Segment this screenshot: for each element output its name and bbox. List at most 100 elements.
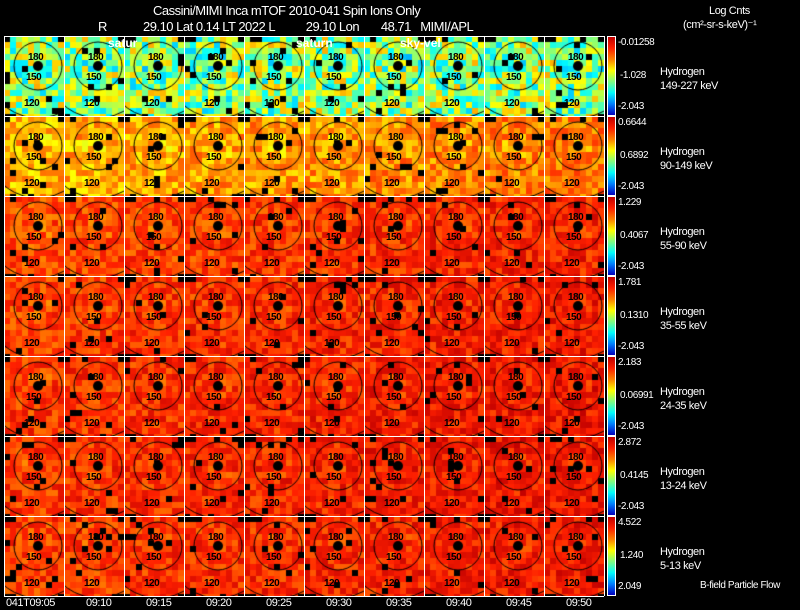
intensity-map — [424, 276, 484, 356]
angle-label-120: 120 — [264, 418, 280, 429]
intensity-map — [304, 356, 364, 436]
angle-label-180: 180 — [328, 132, 344, 143]
image-panel: 180 150 120 — [424, 356, 484, 436]
species-label: Hydrogen — [660, 466, 705, 478]
angle-label-120: 120 — [204, 258, 220, 269]
x-tick-label: 09:25 — [266, 597, 292, 609]
image-panel: 180 150 120 — [424, 116, 484, 196]
angle-label-180: 180 — [208, 212, 224, 223]
angle-label-180: 180 — [28, 532, 44, 543]
angle-label-120: 120 — [324, 498, 340, 509]
angle-label-180: 180 — [148, 212, 164, 223]
x-tick-label: 09:40 — [446, 597, 472, 609]
angle-label-120: 120 — [24, 578, 40, 589]
angle-label-120: 120 — [204, 178, 220, 189]
intensity-map — [424, 36, 484, 116]
image-panel: 180 150 120 — [364, 116, 424, 196]
angle-label-120: 120 — [384, 98, 400, 109]
angle-label-150: 150 — [446, 552, 462, 563]
angle-label-180: 180 — [508, 532, 524, 543]
angle-label-150: 150 — [566, 72, 582, 83]
image-panel: 180 150 120 — [544, 436, 604, 516]
intensity-map — [484, 356, 544, 436]
angle-label-120: 120 — [384, 178, 400, 189]
angle-label-180: 180 — [268, 132, 284, 143]
angle-label-150: 150 — [326, 552, 342, 563]
angle-label-180: 180 — [328, 372, 344, 383]
colorbar-min-label: -2.043 — [618, 421, 644, 432]
angle-label-150: 150 — [26, 472, 42, 483]
intensity-map — [64, 36, 124, 116]
image-panel: 180 150 120 — [184, 356, 244, 436]
angle-label-120: 120 — [24, 178, 40, 189]
intensity-map — [244, 276, 304, 356]
plot-title: Cassini/MIMI Inca mTOF 2010-041 Spin Ion… — [153, 3, 421, 18]
angle-label-180: 180 — [88, 212, 104, 223]
angle-label-120: 120 — [504, 178, 520, 189]
angle-label-150: 150 — [86, 312, 102, 323]
intensity-map — [544, 196, 604, 276]
angle-label-180: 180 — [268, 532, 284, 543]
intensity-map — [544, 276, 604, 356]
intensity-map — [184, 36, 244, 116]
intensity-map — [124, 36, 184, 116]
energy-label: 35-55 keV — [660, 320, 707, 332]
angle-label-120: 120 — [24, 498, 40, 509]
image-panel: 180 150 120 — [184, 516, 244, 596]
image-panel: 180 150 120 — [184, 36, 244, 116]
image-panel: 180 150 120 — [424, 436, 484, 516]
angle-label-150: 150 — [86, 552, 102, 563]
image-panel: 180 150 120 — [484, 36, 544, 116]
intensity-map — [544, 436, 604, 516]
angle-label-180: 180 — [388, 132, 404, 143]
angle-label-180: 180 — [388, 52, 404, 63]
image-panel: 180 150 120 — [244, 36, 304, 116]
image-panel: 180 150 120 — [64, 276, 124, 356]
angle-label-150: 150 — [506, 72, 522, 83]
grid-line — [4, 196, 604, 197]
colorbar-mid-label: 0.4145 — [620, 470, 649, 481]
angle-label-150: 150 — [86, 72, 102, 83]
angle-label-120: 120 — [144, 178, 160, 189]
angle-label-180: 180 — [328, 452, 344, 463]
angle-label-180: 180 — [448, 132, 464, 143]
intensity-map — [424, 356, 484, 436]
intensity-map — [244, 116, 304, 196]
angle-label-150: 150 — [326, 472, 342, 483]
intensity-map — [484, 276, 544, 356]
angle-label-150: 150 — [386, 312, 402, 323]
angle-label-180: 180 — [148, 292, 164, 303]
angle-label-120: 120 — [564, 98, 580, 109]
angle-label-120: 120 — [384, 418, 400, 429]
x-tick-label: 09:35 — [386, 597, 412, 609]
angle-label-180: 180 — [568, 52, 584, 63]
intensity-map — [64, 196, 124, 276]
angle-label-180: 180 — [268, 52, 284, 63]
angle-label-180: 180 — [268, 292, 284, 303]
angle-label-120: 120 — [84, 498, 100, 509]
intensity-map — [544, 36, 604, 116]
angle-label-120: 120 — [504, 258, 520, 269]
grid-line — [4, 436, 604, 437]
image-grid: 180 150 120 180 150 120 180 150 120 180 150 120 180 1… — [4, 36, 605, 597]
angle-label-120: 120 — [564, 258, 580, 269]
image-panel: 180 150 120 — [244, 276, 304, 356]
angle-label-180: 180 — [268, 372, 284, 383]
angle-label-120: 120 — [564, 338, 580, 349]
image-panel: 180 150 120 — [4, 196, 64, 276]
angle-label-180: 180 — [388, 532, 404, 543]
grid-line — [64, 36, 65, 596]
intensity-map — [364, 196, 424, 276]
intensity-map — [124, 356, 184, 436]
species-label: Hydrogen — [660, 146, 705, 158]
angle-label-120: 120 — [144, 98, 160, 109]
grid-line — [184, 36, 185, 596]
grid-line — [604, 36, 605, 596]
colorbar — [607, 516, 616, 596]
intensity-map — [4, 116, 64, 196]
angle-label-180: 180 — [148, 452, 164, 463]
image-panel: 180 150 120 — [484, 196, 544, 276]
angle-label-150: 150 — [86, 232, 102, 243]
image-panel: 180 150 120 — [304, 276, 364, 356]
angle-label-180: 180 — [388, 292, 404, 303]
